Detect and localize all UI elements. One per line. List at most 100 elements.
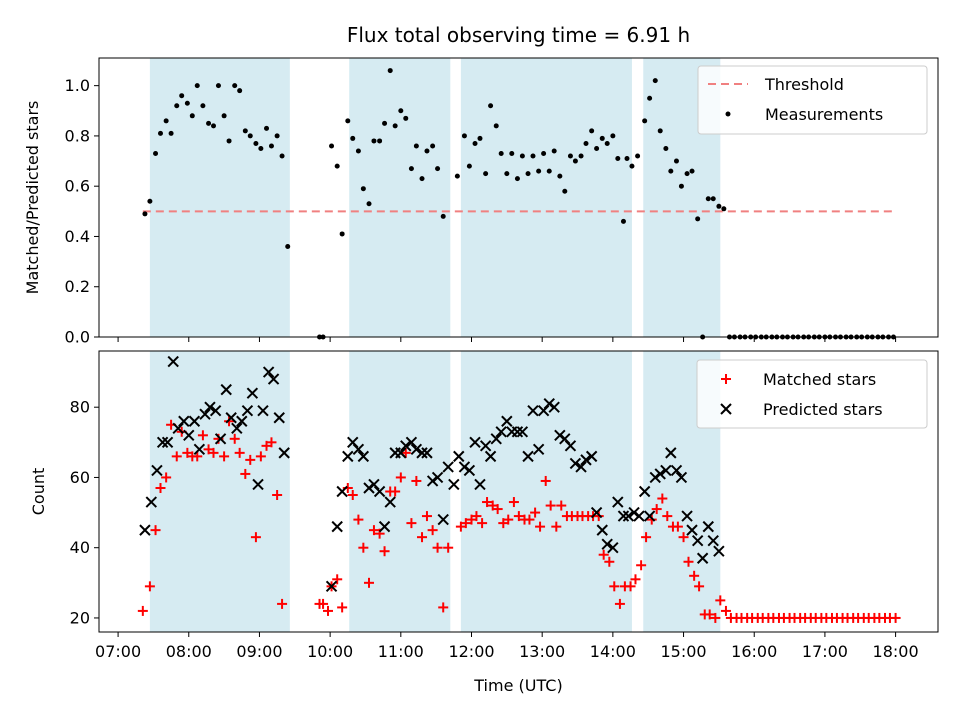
predicted-point [156, 436, 169, 449]
measurement-point [710, 196, 716, 202]
predicted-point [585, 450, 598, 463]
measurement-point [551, 148, 557, 154]
measurement-point [454, 173, 460, 179]
matched-point [630, 574, 641, 585]
matched-point [395, 472, 406, 483]
measurement-point [583, 140, 589, 146]
predicted-point [378, 520, 391, 533]
predicted-point [554, 429, 566, 442]
predicted-point [580, 454, 592, 466]
measurement-point [403, 115, 409, 121]
predicted-point [665, 447, 677, 459]
bottom-y-ticks: 20 40 60 80 [70, 398, 99, 627]
predicted-point [707, 534, 719, 547]
matched-point [406, 518, 417, 529]
matched-point [460, 518, 471, 529]
matched-point [471, 511, 482, 522]
top-ytick-label: 0.6 [65, 177, 90, 196]
matched-point [400, 447, 411, 458]
top-ytick-label: 0.0 [65, 328, 90, 347]
matched-point [411, 475, 422, 486]
bottom-xtick-label: 17:00 [802, 642, 848, 661]
predicted-point [416, 447, 428, 459]
predicted-point [670, 464, 683, 477]
measurement-point [440, 213, 446, 219]
matched-point [137, 605, 148, 616]
matched-point [598, 549, 609, 560]
matched-point [477, 518, 488, 529]
measurement-point [253, 140, 259, 146]
predicted-point [622, 510, 635, 522]
predicted-point [405, 436, 418, 449]
matched-point [255, 451, 266, 462]
measurement-point [211, 123, 217, 129]
matched-point [272, 490, 283, 501]
predicted-point [649, 471, 661, 484]
predicted-point [575, 461, 587, 473]
predicted-point [400, 440, 412, 452]
measurement-point [355, 148, 361, 154]
matched-point [229, 433, 240, 444]
measurement-point [657, 128, 663, 134]
predicted-point [273, 412, 285, 424]
measurement-point [620, 218, 626, 224]
predicted-point [612, 496, 624, 508]
predicted-point [474, 478, 486, 491]
bottom-ytick-label: 80 [70, 398, 90, 417]
predicted-point [633, 510, 645, 522]
top-ytick-label: 1.0 [65, 76, 90, 95]
top-axes-frame [98, 57, 939, 338]
measurement-point [589, 128, 595, 134]
predicted-point [628, 506, 640, 519]
predicted-point [178, 415, 190, 427]
matched-point [530, 507, 541, 518]
predicted-point [479, 440, 492, 452]
predicted-point [183, 429, 195, 442]
predicted-point [167, 355, 179, 368]
predicted-point [373, 485, 386, 498]
matched-point [662, 511, 673, 522]
bottom-y-axis-label: Count [29, 468, 48, 516]
bottom-xtick-label: 11:00 [378, 642, 424, 661]
legend-threshold-label: Threshold [764, 75, 844, 94]
measurement-point [562, 188, 568, 194]
bottom-legend-box [696, 359, 928, 429]
predicted-point [278, 447, 290, 459]
measurement-point [466, 163, 472, 169]
predicted-point [426, 475, 439, 487]
matched-point [150, 525, 161, 536]
measurement-point [258, 145, 264, 151]
measurement-point [339, 231, 345, 237]
legend-measurements-label: Measurements [765, 105, 883, 124]
measurement-point [366, 201, 372, 207]
top-ratio-panel: 0.0 0.2 0.4 0.6 0.8 1.0 Flux total observing … [23, 23, 939, 347]
measurement-point [599, 135, 605, 141]
predicted-point [511, 426, 524, 438]
measurement-point [221, 113, 227, 119]
bottom-xtick-label: 07:00 [95, 642, 141, 661]
predicted-point [484, 450, 497, 463]
measurement-point [377, 138, 383, 144]
bottom-axes-frame [98, 350, 939, 633]
measurement-point [663, 145, 669, 151]
measurement-point [157, 130, 163, 136]
measurement-point [424, 148, 430, 154]
measurement-point [237, 88, 243, 94]
matched-point [353, 514, 364, 525]
predicted-point [516, 426, 529, 438]
matched-point [427, 525, 438, 536]
measurement-point [695, 216, 701, 222]
matched-point [266, 437, 277, 448]
matched-point [672, 521, 683, 532]
matched-point [332, 574, 343, 585]
bottom-xtick-label: 08:00 [166, 642, 212, 661]
top-window-0 [149, 58, 290, 337]
measurement-point [153, 151, 159, 157]
measurement-point [226, 138, 232, 144]
predicted-point [220, 383, 232, 396]
predicted-point [713, 545, 725, 557]
matched-point [503, 514, 514, 525]
measurement-point [530, 153, 536, 159]
matched-point [689, 570, 700, 581]
predicted-point [681, 510, 693, 522]
